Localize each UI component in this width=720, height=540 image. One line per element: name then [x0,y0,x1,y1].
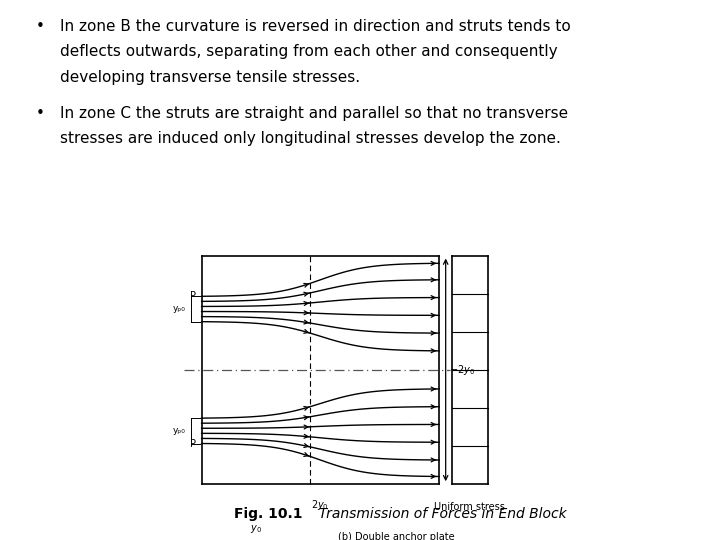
Text: $- 2y_0$: $- 2y_0$ [449,363,474,377]
Text: (b) Double anchor plate: (b) Double anchor plate [338,532,455,540]
Text: P: P [190,438,196,449]
Text: Transmission of Forces in End Block: Transmission of Forces in End Block [310,507,566,521]
Text: Fig. 10.1: Fig. 10.1 [234,507,302,521]
Text: Uniform stress: Uniform stress [434,502,505,512]
Text: In zone C the struts are straight and parallel so that no transverse: In zone C the struts are straight and pa… [60,106,568,121]
Text: yₚ₀: yₚ₀ [173,426,186,435]
Text: In zone B the curvature is reversed in direction and struts tends to: In zone B the curvature is reversed in d… [60,19,571,34]
Text: $2y_0$: $2y_0$ [312,498,329,512]
Text: yₚ₀: yₚ₀ [173,305,186,314]
Text: developing transverse tensile stresses.: developing transverse tensile stresses. [60,70,361,85]
Text: $y_0$: $y_0$ [250,523,261,535]
Text: P: P [190,291,196,301]
Text: stresses are induced only longitudinal stresses develop the zone.: stresses are induced only longitudinal s… [60,131,561,146]
Text: •: • [35,106,45,121]
Text: •: • [35,19,45,34]
Text: deflects outwards, separating from each other and consequently: deflects outwards, separating from each … [60,44,558,59]
